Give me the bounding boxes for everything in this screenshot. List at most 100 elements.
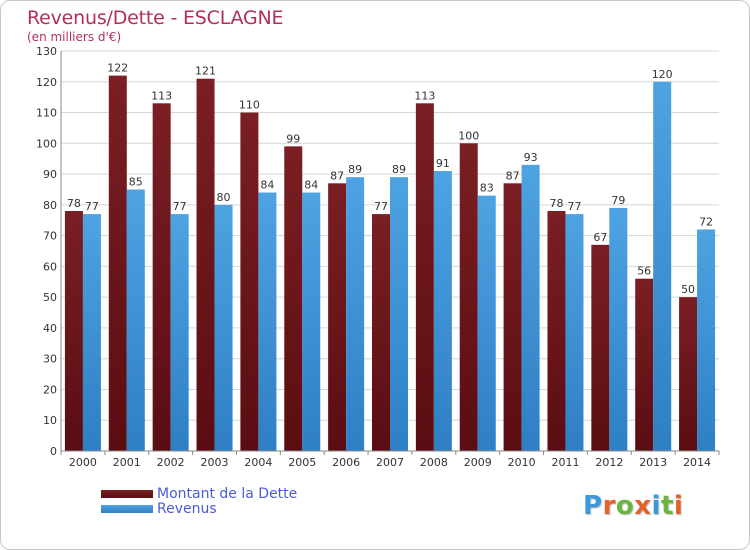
data-label: 84	[304, 179, 318, 192]
chart-title: Revenus/Dette - ESCLAGNE	[27, 7, 284, 29]
bar-revenus	[565, 214, 584, 451]
bar-revenus	[521, 164, 540, 451]
logo-letter: t	[660, 491, 674, 521]
x-tick-label: 2001	[113, 456, 141, 469]
data-label: 77	[374, 200, 388, 213]
bar-dette	[108, 75, 127, 451]
data-label: 99	[286, 132, 300, 145]
bar-revenus	[214, 204, 233, 451]
bar-revenus	[82, 214, 101, 451]
logo-letter: i	[651, 491, 661, 521]
bar-revenus	[390, 177, 408, 451]
data-label: 84	[260, 179, 274, 192]
bar-dette	[679, 297, 698, 451]
data-label: 87	[506, 169, 520, 182]
data-label: 50	[681, 283, 695, 296]
bar-dette	[64, 211, 83, 451]
bar-revenus	[477, 195, 496, 451]
logo-letter: o	[615, 491, 635, 521]
x-tick-label: 2008	[420, 456, 448, 469]
chart-subtitle: (en milliers d'€)	[27, 30, 122, 44]
data-label: 78	[549, 197, 563, 210]
data-label: 113	[414, 89, 435, 102]
y-tick-label: 110	[36, 107, 57, 120]
x-tick-label: 2013	[639, 456, 667, 469]
y-tick-label: 70	[43, 230, 57, 243]
x-tick-label: 2010	[508, 456, 536, 469]
bar-dette	[591, 244, 610, 451]
bar-dette	[547, 211, 566, 451]
x-tick-label: 2009	[464, 456, 492, 469]
data-label: 100	[458, 129, 479, 142]
labels-layer: 78 77 122 85 113 77 121 80 110 84 99 84 87 89 77 89 113 9…	[67, 62, 713, 297]
legend-label-dette: Montant de la Dette	[157, 486, 298, 502]
data-label: 80	[217, 191, 231, 204]
legend-swatch-revenus	[101, 505, 153, 513]
bar-revenus	[697, 229, 716, 451]
data-label: 56	[637, 265, 651, 278]
data-label: 77	[85, 200, 99, 213]
x-tick-label: 2007	[376, 456, 404, 469]
data-label: 72	[699, 215, 713, 228]
data-label: 89	[392, 163, 406, 176]
bar-dette	[152, 103, 171, 452]
x-tick-label: 2012	[595, 456, 623, 469]
y-tick-label: 0	[50, 445, 57, 458]
data-label: 85	[129, 175, 143, 188]
legend-swatch-dette	[101, 490, 153, 498]
data-label: 110	[239, 99, 260, 112]
y-tick-label: 80	[43, 199, 57, 212]
data-label: 89	[348, 163, 362, 176]
y-tick-label: 60	[43, 260, 57, 273]
bar-revenus	[170, 214, 189, 451]
x-tick-label: 2004	[244, 456, 272, 469]
data-label: 87	[330, 169, 344, 182]
data-label: 122	[107, 62, 128, 75]
axis-layer: 0 10 20 30 40 50 60 70 80 90 100 110 120 130 2000 2001 2…	[36, 45, 720, 469]
data-label: 83	[480, 182, 494, 195]
data-label: 120	[652, 68, 673, 81]
data-label: 91	[436, 157, 450, 170]
bar-revenus	[653, 81, 672, 452]
data-label: 79	[611, 194, 625, 207]
proxiti-logo: Proxiti	[583, 491, 683, 521]
bar-dette	[328, 183, 347, 452]
data-label: 93	[524, 151, 538, 164]
legend-label-revenus: Revenus	[157, 501, 217, 517]
data-label: 121	[195, 65, 216, 78]
bar-dette	[240, 112, 259, 452]
logo-letter: x	[634, 491, 652, 521]
y-tick-label: 130	[36, 45, 57, 58]
bar-dette	[372, 214, 390, 451]
bar-dette	[415, 103, 434, 452]
y-tick-label: 120	[36, 76, 57, 89]
y-tick-label: 100	[36, 137, 57, 150]
bar-dette	[284, 146, 303, 451]
bar-revenus	[258, 192, 277, 452]
x-tick-label: 2005	[288, 456, 316, 469]
bar-dette	[459, 143, 478, 452]
y-tick-label: 20	[43, 383, 57, 396]
bar-revenus	[302, 192, 321, 452]
bars-layer	[64, 75, 716, 452]
x-tick-label: 2006	[332, 456, 360, 469]
x-tick-label: 2014	[683, 456, 711, 469]
bar-revenus	[609, 207, 628, 451]
x-tick-label: 2003	[201, 456, 229, 469]
bar-dette	[196, 78, 215, 451]
y-tick-label: 90	[43, 168, 57, 181]
logo-letter: P	[583, 491, 603, 521]
bar-revenus	[433, 171, 452, 451]
logo-letter: i	[673, 491, 684, 521]
data-label: 67	[593, 231, 607, 244]
y-tick-label: 10	[43, 414, 57, 427]
data-label: 78	[67, 197, 81, 210]
y-tick-label: 50	[43, 291, 57, 304]
x-tick-label: 2002	[157, 456, 185, 469]
logo-letter: r	[602, 491, 616, 521]
bar-dette	[635, 278, 654, 451]
bar-dette	[503, 183, 522, 452]
x-tick-label: 2000	[69, 456, 97, 469]
